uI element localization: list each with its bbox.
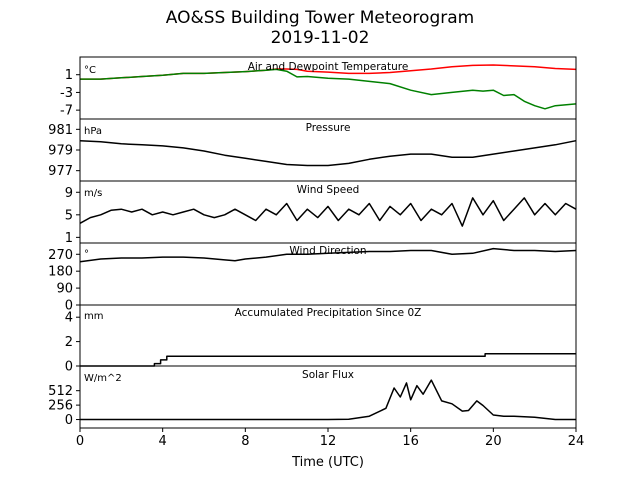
- series-line-wind_speed-0: [79, 197, 577, 227]
- unit-label-solar: W/m^2: [84, 373, 122, 384]
- ytick-label-wind_dir: 90: [56, 282, 73, 297]
- ytick-label-temp: -7: [60, 104, 73, 119]
- xtick-label: 24: [568, 434, 585, 449]
- ytick-label-wind_dir: 180: [48, 265, 73, 280]
- series-line-wind_dir-0: [79, 247, 577, 263]
- ytick-label-pressure: 981: [48, 123, 73, 138]
- series-line-solar-0: [80, 379, 576, 421]
- unit-label-pressure: hPa: [84, 126, 102, 137]
- ytick-label-wind_speed: 1: [65, 231, 73, 246]
- ytick-label-pressure: 977: [48, 164, 73, 179]
- ytick-label-wind_dir: 270: [48, 248, 73, 263]
- ytick-label-pressure: 979: [48, 144, 73, 159]
- unit-label-precip: mm: [84, 311, 103, 322]
- xtick-label: 4: [159, 434, 167, 449]
- panel-title-temp: Air and Dewpoint Temperature: [248, 61, 409, 73]
- xtick-label: 8: [241, 434, 249, 449]
- xtick-label: 12: [320, 434, 337, 449]
- ytick-label-temp: 1: [65, 68, 73, 83]
- ytick-label-precip: 2: [65, 335, 73, 350]
- xtick-label: 16: [402, 434, 419, 449]
- ytick-label-precip: 4: [65, 311, 73, 326]
- xtick-label: 20: [485, 434, 502, 449]
- ytick-label-wind_dir: 0: [65, 299, 73, 314]
- series-line-precip-0: [80, 353, 576, 367]
- panel-title-precip: Accumulated Precipitation Since 0Z: [235, 307, 422, 319]
- x-axis-label: Time (UTC): [291, 455, 364, 470]
- panel-title-wind_speed: Wind Speed: [297, 184, 360, 196]
- ytick-label-wind_speed: 5: [65, 208, 73, 223]
- panel-title-solar: Solar Flux: [302, 369, 354, 381]
- series-line-temp-1: [80, 68, 577, 110]
- unit-label-wind_speed: m/s: [84, 188, 102, 199]
- ytick-label-precip: 0: [65, 360, 73, 375]
- ytick-label-solar: 256: [48, 399, 73, 414]
- ytick-label-solar: 512: [48, 384, 73, 399]
- panel-title-wind_dir: Wind Direction: [289, 245, 366, 257]
- series-line-pressure-0: [79, 139, 577, 167]
- panel-title-pressure: Pressure: [306, 122, 351, 134]
- unit-label-wind_dir: °: [84, 249, 89, 260]
- xtick-label: 0: [76, 434, 84, 449]
- ytick-label-wind_speed: 9: [65, 186, 73, 201]
- chart-subtitle: 2019-11-02: [270, 28, 370, 48]
- ytick-label-temp: -3: [60, 86, 73, 101]
- chart-title: AO&SS Building Tower Meteorogram: [165, 8, 475, 28]
- ytick-label-solar: 0: [65, 413, 73, 428]
- unit-label-temp: °C: [84, 65, 96, 76]
